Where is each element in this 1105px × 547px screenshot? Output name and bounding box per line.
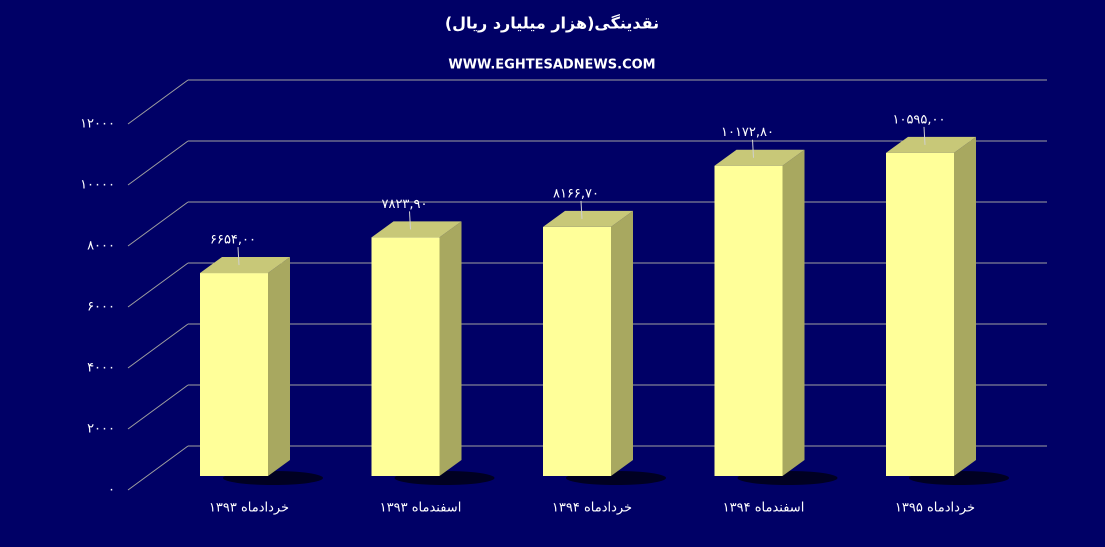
bar-side (611, 210, 633, 476)
y-tick-label: ۸۰۰۰ (87, 239, 115, 254)
x-tick-label: خردادماه ۱۳۹۵ (895, 501, 975, 516)
x-tick-label: اسفندماه ۱۳۹۳ (380, 501, 462, 516)
value-label: ۱۰۱۷۲,۸۰ (721, 125, 774, 140)
grid-line-side (127, 140, 189, 186)
chart-subtitle: WWW.EGHTESADNEWS.COM (448, 58, 655, 73)
y-tick-label: ۴۰۰۰ (87, 361, 115, 376)
y-tick-label: ۲۰۰۰ (87, 422, 115, 437)
bar (371, 237, 440, 476)
label-leader (923, 126, 926, 145)
bar-side (782, 149, 805, 476)
grid-line-side (127, 384, 189, 430)
y-tick-label: ۱۰۰۰۰ (80, 178, 115, 193)
x-tick-label: خردادماه ۱۳۹۳ (209, 501, 289, 516)
label-leader (580, 200, 583, 219)
y-tick-label: ۱۲۰۰۰ (80, 117, 115, 132)
x-tick-label: اسفندماه ۱۳۹۴ (723, 501, 805, 516)
bar-side (954, 136, 976, 477)
value-label: ۱۰۵۹۵,۰۰ (892, 112, 945, 127)
grid-line-side (127, 323, 189, 369)
y-tick-label: ۰ (108, 483, 115, 498)
bar-top (714, 149, 805, 166)
bar-side (268, 257, 290, 476)
value-label: ۶۶۵۴,۰۰ (210, 233, 256, 248)
label-leader (752, 139, 754, 158)
bar (543, 226, 611, 476)
value-label: ۷۸۲۳,۹۰ (381, 197, 427, 212)
grid-line-side (127, 262, 189, 308)
bar-side (439, 221, 462, 476)
value-label: ۸۱۶۶,۷۰ (553, 186, 599, 201)
x-tick-label: خردادماه ۱۳۹۴ (552, 501, 632, 516)
bar-top (543, 210, 633, 227)
y-tick-label: ۶۰۰۰ (87, 300, 115, 315)
grid-line-side (127, 445, 189, 491)
grid-line-side (127, 201, 189, 247)
bar (714, 165, 783, 476)
bar-top (886, 136, 976, 153)
bar-top (200, 257, 290, 274)
bar (886, 152, 954, 477)
label-leader (237, 247, 240, 266)
bar-top (371, 221, 462, 238)
chart-title: نقدینگی(هزار میلیارد ریال) (445, 14, 659, 33)
grid-line-side (127, 79, 189, 125)
label-leader (409, 211, 411, 230)
bar (200, 273, 268, 476)
